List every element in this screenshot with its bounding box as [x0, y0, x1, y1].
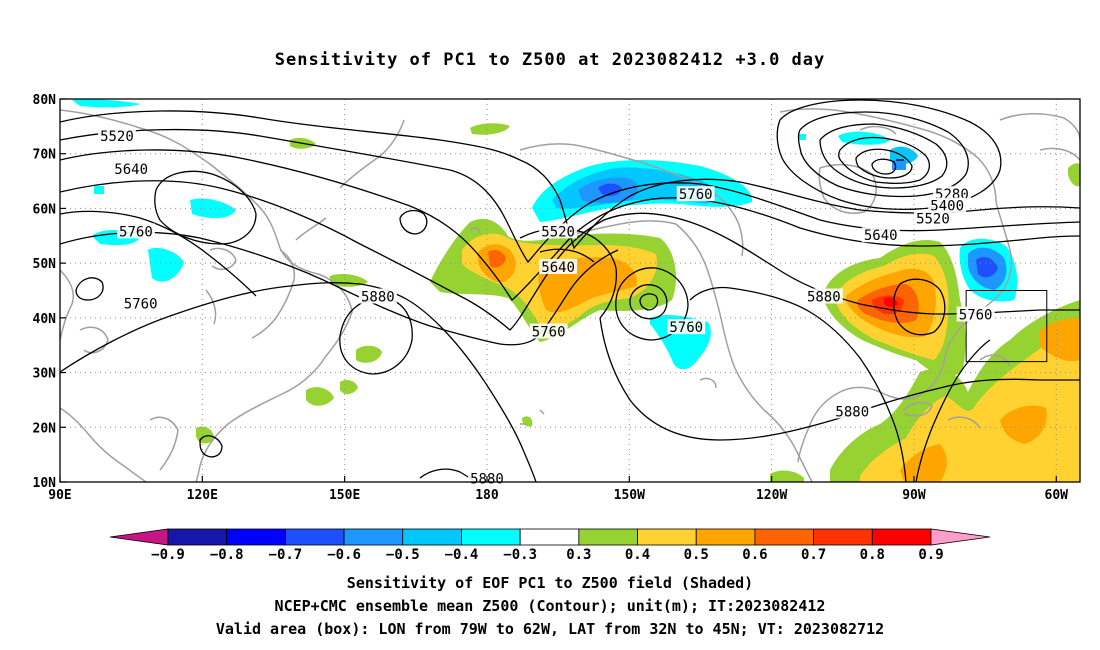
colorbar-swatch: [754, 528, 815, 546]
colorbar-swatch: [813, 528, 873, 546]
lat-tick-label: 80N: [33, 93, 57, 108]
colorbar-label: 0.4: [625, 547, 650, 563]
colorbar-swatch: [578, 528, 638, 546]
contour-label: 5640: [864, 228, 898, 244]
positive-patch: [356, 345, 382, 363]
z500-contours: [60, 99, 1080, 482]
colorbar: −0.9 −0.8 −0.7 −0.6 −0.5 −0.4 −0.3 0.3 0.4 0.5 0.6…: [109, 528, 991, 563]
positive-patch: [470, 123, 510, 135]
positive-patch: [306, 387, 334, 406]
colorbar-label: 0.8: [860, 547, 885, 563]
colorbar-label: 0.9: [918, 547, 943, 563]
plot-frame: [59, 98, 1081, 483]
negative-patch: [72, 99, 140, 108]
negative-patch: [976, 257, 998, 278]
colorbar-swatch: [637, 528, 697, 546]
negative-patch: [598, 183, 622, 196]
contour-label: 5520: [541, 224, 575, 240]
lon-tick-label: 120W: [756, 488, 787, 503]
chart-title: Sensitivity of PC1 to Z500 at 2023082412…: [274, 50, 826, 70]
colorbar-swatch: [402, 528, 462, 546]
coastlines: [60, 108, 1080, 482]
contour-label: 5760: [669, 320, 703, 336]
positive-patch: [488, 250, 506, 268]
colorbar-high-cap: [930, 528, 991, 546]
contour-label: 5760: [959, 308, 993, 324]
colorbar-label: −0.8: [210, 547, 244, 563]
lat-tick-label: 20N: [33, 421, 57, 436]
contour-labels: 5520 5640 5760 5760 5880 5520 5640 5760 5760 5760…: [97, 128, 995, 488]
lat-tick-label: 30N: [33, 367, 57, 382]
contour-label: 5640: [114, 162, 148, 178]
colorbar-label: −0.6: [327, 547, 361, 563]
contour-label: 5760: [679, 187, 713, 203]
contour-label: 5760: [124, 297, 158, 313]
lon-tick-label: 90E: [48, 488, 71, 503]
lon-tick-label: 150W: [614, 488, 645, 503]
lat-tick-label: 60N: [33, 202, 57, 217]
colorbar-swatch: [343, 528, 404, 546]
colorbar-label: 0.3: [566, 547, 591, 563]
lat-tick-label: 50N: [33, 257, 57, 272]
contour-label: 5520: [916, 211, 950, 227]
negative-patch: [148, 247, 184, 282]
lon-tick-label: 60W: [1045, 488, 1069, 503]
negative-patch: [190, 198, 236, 219]
contour-label: 5880: [807, 290, 841, 306]
positive-patch: [1040, 318, 1080, 362]
colorbar-swatch: [871, 528, 932, 546]
colorbar-swatch: [284, 528, 345, 546]
positive-patch: [860, 330, 1080, 482]
positive-patch: [1000, 405, 1047, 444]
longitude-axis: 90E 120E 150E 180 150W 120W 90W 60W: [48, 476, 1068, 503]
colorbar-swatch: [226, 528, 286, 546]
colorbar-label: −0.7: [269, 547, 303, 563]
positive-patch: [522, 416, 533, 427]
sensitivity-map: 5520 5640 5760 5760 5880 5520 5640 5760 5760 5760…: [33, 93, 1081, 563]
colorbar-low-cap: [109, 528, 169, 546]
colorbar-label: −0.5: [386, 547, 420, 563]
contour-label: 5640: [541, 260, 575, 276]
positive-patch: [900, 444, 947, 482]
colorbar-label: 0.6: [742, 547, 767, 563]
lon-tick-label: 90W: [902, 488, 926, 503]
positive-patch: [1068, 163, 1080, 187]
latitude-axis: 80N 70N 60N 50N 40N 30N 20N 10N: [33, 93, 66, 491]
lon-tick-label: 120E: [187, 488, 218, 503]
colorbar-label: −0.3: [503, 547, 537, 563]
contour-label: 5760: [119, 224, 153, 240]
valid-area-box: [965, 290, 1048, 363]
colorbar-swatch: [461, 528, 521, 546]
negative-patch: [798, 134, 806, 140]
caption-shading: Sensitivity of EOF PC1 to Z500 field (Sh…: [346, 574, 754, 592]
caption-contour: NCEP+CMC ensemble mean Z500 (Contour); u…: [274, 597, 826, 615]
lat-tick-label: 10N: [33, 476, 57, 491]
caption-valid-area: Valid area (box): LON from 79W to 62W, L…: [215, 620, 885, 638]
colorbar-label: −0.9: [151, 547, 185, 563]
colorbar-label: 0.5: [684, 547, 709, 563]
lon-tick-label: 180: [475, 488, 499, 503]
colorbar-label: 0.7: [801, 547, 826, 563]
negative-patch: [94, 186, 104, 194]
contour-label: 5520: [100, 129, 134, 145]
contour-label: 5760: [532, 325, 566, 341]
lat-tick-label: 40N: [33, 312, 57, 327]
gridlines: [60, 99, 1080, 482]
colorbar-swatch: [519, 528, 580, 546]
lon-tick-label: 150E: [329, 488, 360, 503]
colorbar-swatch: [167, 528, 228, 546]
lat-tick-label: 70N: [33, 148, 57, 163]
positive-patch: [770, 470, 804, 482]
colorbar-label: −0.4: [445, 547, 479, 563]
contour-label: 5880: [835, 404, 869, 420]
sensitivity-shading: [72, 99, 1080, 482]
contour-label: 5880: [361, 290, 395, 306]
colorbar-swatch: [695, 528, 756, 546]
positive-patch: [340, 380, 358, 395]
